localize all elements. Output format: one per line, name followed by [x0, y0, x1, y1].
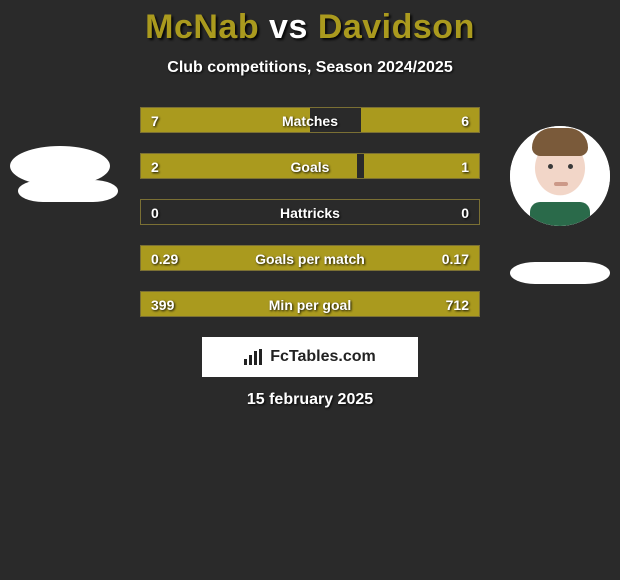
stat-label: Goals per match	[141, 246, 479, 270]
player-right-name: Davidson	[318, 8, 475, 46]
stat-row: 76Matches	[140, 107, 480, 133]
stat-label: Goals	[141, 154, 479, 178]
chart-icon	[244, 349, 264, 365]
brand-badge[interactable]: FcTables.com	[202, 337, 418, 377]
stat-label: Matches	[141, 108, 479, 132]
player-right-avatar	[510, 126, 610, 226]
vs-text: vs	[269, 8, 318, 46]
player-left-name: McNab	[145, 8, 259, 46]
stat-row: 00Hattricks	[140, 199, 480, 225]
player-right-flag	[510, 262, 610, 284]
brand-text: FcTables.com	[270, 348, 376, 366]
date-text: 15 february 2025	[0, 391, 620, 409]
comparison-bars: 76Matches 21Goals 00Hattricks 0.290.17Goals…	[140, 107, 480, 317]
comparison-card: McNab vs Davidson Club competitions, Sea…	[0, 0, 620, 409]
stat-row: 0.290.17Goals per match	[140, 245, 480, 271]
player-left-flag	[18, 180, 118, 202]
stat-row: 21Goals	[140, 153, 480, 179]
stat-label: Hattricks	[141, 200, 479, 224]
subtitle: Club competitions, Season 2024/2025	[0, 59, 620, 77]
stat-label: Min per goal	[141, 292, 479, 316]
page-title: McNab vs Davidson	[0, 8, 620, 47]
stat-row: 399712Min per goal	[140, 291, 480, 317]
